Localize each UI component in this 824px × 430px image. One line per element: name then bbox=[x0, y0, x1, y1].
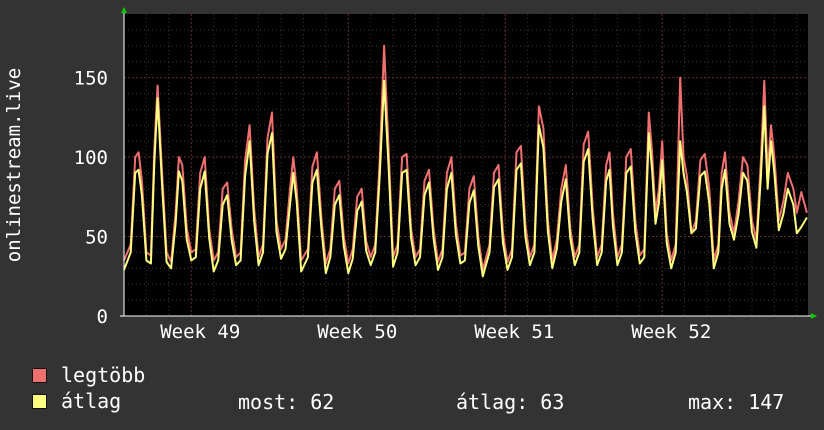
legend-label-avg: átlag bbox=[61, 389, 122, 413]
y-tick-label: 100 bbox=[74, 147, 108, 169]
x-tick-label: Week 52 bbox=[631, 321, 711, 343]
x-tick-label: Week 51 bbox=[474, 321, 554, 343]
series-line-avg bbox=[123, 79, 808, 278]
series-lines bbox=[123, 44, 808, 278]
line-chart: 0 50 100 150 Week 49 Week 50 Week 51 Week 52 o… bbox=[3, 7, 817, 343]
axes bbox=[120, 7, 817, 319]
legend-item-avg: átlag bbox=[32, 389, 122, 413]
y-tick-label: 50 bbox=[85, 227, 108, 249]
legend-item-max: legtöbb bbox=[32, 363, 146, 387]
y-axis-ticks: 0 50 100 150 bbox=[74, 68, 108, 328]
x-axis-arrow bbox=[811, 313, 817, 319]
y-tick-label: 0 bbox=[97, 306, 108, 328]
legend-swatch-avg bbox=[32, 393, 47, 409]
y-axis-label: onlinestream.live bbox=[3, 68, 25, 262]
x-tick-label: Week 49 bbox=[160, 321, 240, 343]
x-axis-ticks: Week 49 Week 50 Week 51 Week 52 bbox=[160, 321, 711, 343]
plot-background bbox=[124, 14, 808, 316]
stat-avg: átlag: 63 bbox=[456, 390, 565, 414]
legend-label-max: legtöbb bbox=[61, 363, 146, 387]
x-tick-label: Week 50 bbox=[317, 321, 397, 343]
legend-swatch-max bbox=[32, 367, 47, 383]
y-axis-arrow bbox=[121, 7, 127, 13]
y-tick-label: 150 bbox=[74, 68, 108, 90]
stat-now: most: 62 bbox=[238, 390, 335, 414]
stat-max: max: 147 bbox=[688, 390, 785, 414]
